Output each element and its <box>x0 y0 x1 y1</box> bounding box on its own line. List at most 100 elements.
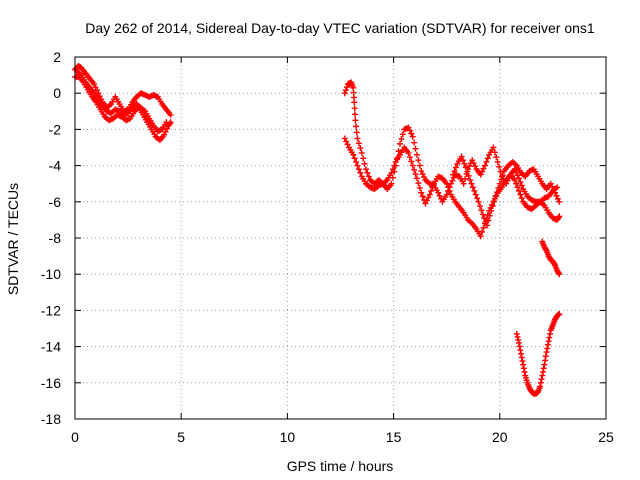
data-point <box>520 365 527 372</box>
data-point <box>357 145 364 152</box>
data-point <box>361 160 368 167</box>
data-point <box>493 154 500 161</box>
y-tick-label: 0 <box>53 85 61 101</box>
data-point <box>464 168 471 175</box>
data-point <box>511 177 518 184</box>
x-axis-label: GPS time / hours <box>287 458 394 474</box>
data-point <box>481 215 488 222</box>
data-point <box>480 224 487 231</box>
data-point <box>161 131 168 138</box>
data-point <box>547 330 554 337</box>
data-point <box>355 140 362 147</box>
data-point <box>514 172 521 179</box>
data-point <box>354 135 361 142</box>
data-point <box>412 171 419 178</box>
data-point <box>423 197 430 204</box>
series-segment-d-valley <box>513 311 563 397</box>
data-point <box>166 120 173 127</box>
data-point <box>472 163 479 170</box>
data-point <box>459 157 466 164</box>
data-point <box>460 180 467 187</box>
data-point <box>351 99 358 106</box>
data-point <box>539 372 546 379</box>
data-point <box>540 365 547 372</box>
y-tick-label: -2 <box>49 121 62 137</box>
data-point <box>341 135 348 142</box>
data-point <box>342 87 349 94</box>
data-point <box>91 81 98 88</box>
data-point <box>475 198 482 205</box>
data-point <box>388 169 395 176</box>
series-segment-a-mid <box>74 68 170 135</box>
data-point <box>513 330 520 337</box>
data-point <box>494 158 501 165</box>
data-point <box>547 180 554 187</box>
series-segment-b-spikes <box>450 153 563 229</box>
data-point <box>462 175 469 182</box>
data-point <box>462 164 469 171</box>
x-tick-label: 25 <box>598 429 614 445</box>
data-point <box>355 166 362 173</box>
data-point <box>483 158 490 165</box>
data-point <box>479 228 486 235</box>
data-point <box>411 139 418 146</box>
data-point <box>412 145 419 152</box>
data-point <box>519 358 526 365</box>
data-point <box>92 84 99 91</box>
data-point <box>551 260 558 267</box>
data-point <box>515 336 522 343</box>
data-point <box>479 168 486 175</box>
data-point <box>399 131 406 138</box>
data-point <box>476 203 483 210</box>
data-point <box>518 350 525 357</box>
data-point <box>365 173 372 180</box>
data-point <box>477 233 484 240</box>
data-point <box>415 157 422 164</box>
data-point <box>481 162 488 169</box>
data-point <box>452 164 459 171</box>
data-point <box>485 217 492 224</box>
data-point <box>516 343 523 350</box>
data-point <box>395 148 402 155</box>
data-point <box>396 140 403 147</box>
data-point <box>520 361 527 368</box>
data-point <box>358 149 365 156</box>
data-point <box>362 166 369 173</box>
data-point <box>469 184 476 191</box>
data-point <box>429 184 436 191</box>
data-point <box>491 198 498 205</box>
data-point <box>413 151 420 158</box>
data-point <box>542 357 549 364</box>
data-point <box>435 189 442 196</box>
data-point <box>480 165 487 172</box>
data-point <box>517 191 524 198</box>
data-point <box>406 154 413 161</box>
data-point <box>415 180 422 187</box>
data-point <box>425 194 432 201</box>
data-point <box>550 186 557 193</box>
data-point <box>478 207 485 214</box>
data-point <box>388 180 395 187</box>
data-point <box>517 347 524 354</box>
data-point <box>467 177 474 184</box>
data-point <box>436 192 443 199</box>
data-point <box>360 155 367 162</box>
data-point <box>546 334 553 341</box>
data-point <box>353 158 360 165</box>
data-point <box>352 111 359 118</box>
y-tick-label: -8 <box>49 230 62 246</box>
data-point <box>352 117 359 124</box>
data-point <box>458 153 465 160</box>
data-point <box>468 180 475 187</box>
data-point <box>343 84 350 91</box>
data-point <box>556 198 563 205</box>
data-point <box>391 162 398 169</box>
data-point <box>411 166 418 173</box>
data-point <box>515 187 522 194</box>
data-point <box>408 130 415 137</box>
x-tick-label: 5 <box>177 429 185 445</box>
data-point <box>354 162 361 169</box>
data-point <box>422 200 429 207</box>
data-point <box>426 191 433 198</box>
